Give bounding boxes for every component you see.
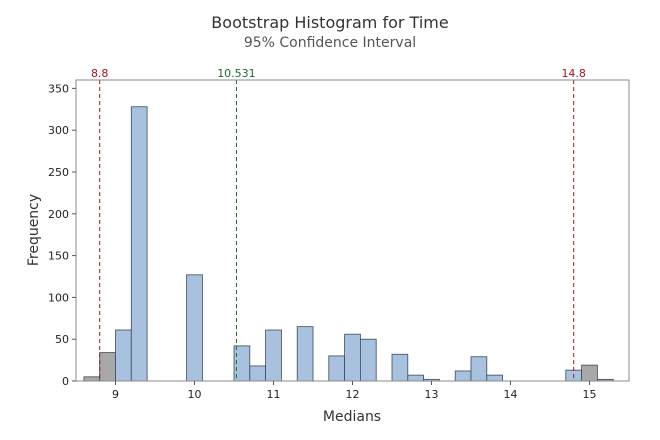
histogram-bar xyxy=(407,374,424,382)
x-tick-label: 12 xyxy=(346,388,360,401)
y-tick-label: 50 xyxy=(55,333,69,346)
histogram-bar xyxy=(454,370,472,382)
y-tick-label: 0 xyxy=(62,375,69,388)
x-axis-label: Medians xyxy=(323,409,381,425)
y-axis-label: Frequency xyxy=(26,194,42,266)
x-tick-label: 13 xyxy=(425,388,439,401)
histogram-bar xyxy=(265,329,282,382)
histogram-bar xyxy=(83,376,101,382)
histogram-bar xyxy=(581,364,598,382)
confidence-interval-lines: 8.8 10.531 14.8 xyxy=(91,67,586,381)
x-tick-label: 11 xyxy=(267,388,281,401)
histogram-bar xyxy=(328,355,345,382)
y-tick-label: 300 xyxy=(48,124,69,137)
histogram-bar xyxy=(249,365,267,382)
reference-line-label: 14.8 xyxy=(561,67,586,80)
histogram-bars xyxy=(83,106,614,382)
x-tick-label: 9 xyxy=(112,388,119,401)
histogram-bar xyxy=(99,352,116,382)
histogram-bar xyxy=(115,329,132,382)
y-tick-label: 200 xyxy=(48,208,69,221)
histogram-bar xyxy=(296,326,314,382)
y-tick-label: 250 xyxy=(48,166,69,179)
x-tick-label: 15 xyxy=(583,388,597,401)
y-tick-label: 350 xyxy=(48,82,69,95)
histogram-bar xyxy=(391,353,409,382)
histogram-bar xyxy=(486,374,503,382)
histogram-bar xyxy=(359,338,377,382)
x-axis: 9 10 11 12 13 14 15 xyxy=(112,381,597,401)
x-tick-label: 10 xyxy=(188,388,202,401)
chart-title: Bootstrap Histogram for Time xyxy=(211,13,448,32)
y-tick-label: 100 xyxy=(48,291,69,304)
reference-line-label: 8.8 xyxy=(91,67,109,80)
y-axis: 0 50 100 150 200 250 300 350 xyxy=(48,82,76,388)
histogram-bar xyxy=(186,274,203,382)
histogram-bar xyxy=(130,106,148,382)
histogram-bar xyxy=(344,333,361,382)
reference-line-label: 10.531 xyxy=(217,67,256,80)
chart-subtitle: 95% Confidence Interval xyxy=(244,35,416,51)
histogram-bar xyxy=(470,356,488,382)
y-tick-label: 150 xyxy=(48,250,69,263)
x-tick-label: 14 xyxy=(504,388,518,401)
